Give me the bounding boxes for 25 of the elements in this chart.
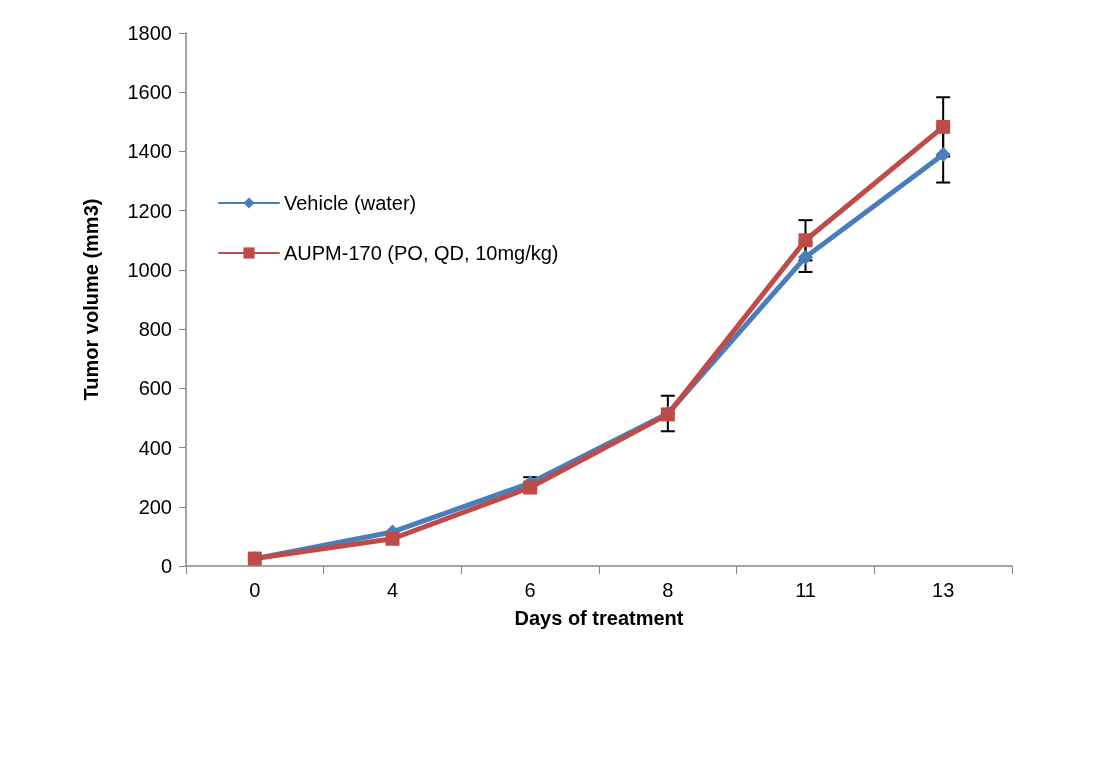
y-tick-label: 1600 <box>127 81 172 104</box>
y-tick-label: 1200 <box>127 199 172 222</box>
y-tick-label: 800 <box>138 318 172 341</box>
point <box>935 146 951 162</box>
x-tick-label: 8 <box>662 579 674 601</box>
x-tick-label: 6 <box>524 579 536 601</box>
legend-label: AUPM-170 (PO, QD, 10mg/kg) <box>284 242 559 264</box>
x-tick-label: 13 <box>932 579 955 601</box>
point <box>798 233 813 248</box>
y-tick-label: 600 <box>138 377 172 400</box>
point <box>798 249 813 265</box>
y-tick-label: 1400 <box>127 140 172 163</box>
y-tick-label: 1000 <box>127 258 172 281</box>
y-tick-label: 1800 <box>127 22 172 44</box>
x-axis-title: Days of treatment <box>514 607 684 629</box>
y-tick-label: 0 <box>160 555 172 577</box>
y-tick-label: 400 <box>138 436 172 459</box>
x-tick-label: 0 <box>249 579 261 601</box>
y-axis-title: Tumor volume (mm3) <box>80 198 102 401</box>
point <box>385 531 400 546</box>
y-tick-label: 200 <box>138 495 172 518</box>
x-tick-label: 4 <box>386 579 399 601</box>
point <box>936 119 951 134</box>
x-tick-label: 11 <box>795 579 816 601</box>
legend-label: Vehicle (water) <box>284 192 417 214</box>
